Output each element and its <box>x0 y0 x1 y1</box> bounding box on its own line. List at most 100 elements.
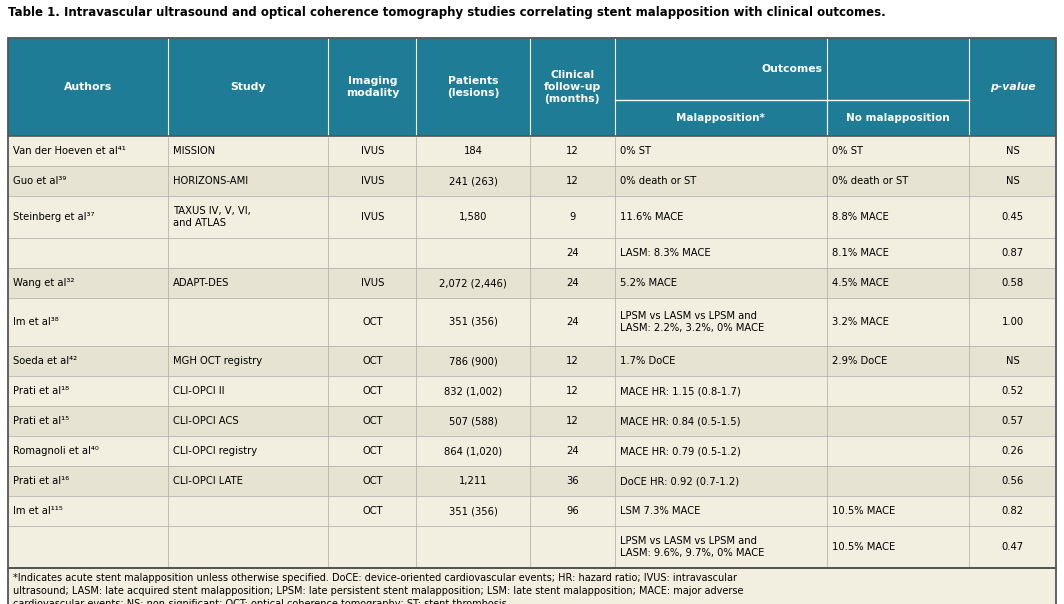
Bar <box>9 268 1055 298</box>
Text: 0% ST: 0% ST <box>619 146 651 156</box>
Text: Guo et al³⁹: Guo et al³⁹ <box>13 176 66 186</box>
Text: LSM 7.3% MACE: LSM 7.3% MACE <box>619 506 700 516</box>
Text: IVUS: IVUS <box>361 176 384 186</box>
Text: 0% ST: 0% ST <box>832 146 863 156</box>
Bar <box>9 406 1055 436</box>
Text: 0.45: 0.45 <box>1001 212 1024 222</box>
Text: Prati et al¹⁵: Prati et al¹⁵ <box>13 416 69 426</box>
Text: p-value: p-value <box>990 82 1035 92</box>
Text: OCT: OCT <box>362 416 383 426</box>
Text: MACE HR: 0.84 (0.5-1.5): MACE HR: 0.84 (0.5-1.5) <box>619 416 741 426</box>
Text: 12: 12 <box>566 386 579 396</box>
Text: CLI-OPCI ACS: CLI-OPCI ACS <box>173 416 238 426</box>
Text: NS: NS <box>1005 146 1019 156</box>
Text: TAXUS IV, V, VI,
and ATLAS: TAXUS IV, V, VI, and ATLAS <box>173 206 251 228</box>
Text: MISSION: MISSION <box>173 146 215 156</box>
Text: Authors: Authors <box>64 82 112 92</box>
Text: 3.2% MACE: 3.2% MACE <box>832 317 888 327</box>
Bar <box>9 436 1055 466</box>
Bar <box>9 526 1055 568</box>
Text: 0.56: 0.56 <box>1001 476 1024 486</box>
Text: 8.1% MACE: 8.1% MACE <box>832 248 888 258</box>
Text: Prati et al¹⁸: Prati et al¹⁸ <box>13 386 69 396</box>
Text: 11.6% MACE: 11.6% MACE <box>619 212 683 222</box>
Bar <box>9 238 1055 268</box>
Text: 24: 24 <box>566 317 579 327</box>
Text: ADAPT-DES: ADAPT-DES <box>173 278 230 288</box>
Text: LASM: 8.3% MACE: LASM: 8.3% MACE <box>619 248 711 258</box>
Text: Outcomes: Outcomes <box>762 64 822 74</box>
Text: Study: Study <box>231 82 266 92</box>
Text: 0.57: 0.57 <box>1001 416 1024 426</box>
Text: NS: NS <box>1005 356 1019 366</box>
Text: 1,211: 1,211 <box>459 476 487 486</box>
Text: HORIZONS-AMI: HORIZONS-AMI <box>173 176 248 186</box>
Text: 12: 12 <box>566 146 579 156</box>
Text: Wang et al³²: Wang et al³² <box>13 278 74 288</box>
Text: 1.00: 1.00 <box>1001 317 1024 327</box>
Text: 5.2% MACE: 5.2% MACE <box>619 278 677 288</box>
Bar <box>9 568 1055 604</box>
Bar <box>9 346 1055 376</box>
Text: 351 (356): 351 (356) <box>449 506 498 516</box>
Text: No malapposition: No malapposition <box>846 113 950 123</box>
Text: LPSM vs LASM vs LPSM and
LASM: 2.2%, 3.2%, 0% MACE: LPSM vs LASM vs LPSM and LASM: 2.2%, 3.2… <box>619 311 764 333</box>
Text: Im et al³⁸: Im et al³⁸ <box>13 317 59 327</box>
Text: 4.5% MACE: 4.5% MACE <box>832 278 888 288</box>
Text: 2,072 (2,446): 2,072 (2,446) <box>439 278 506 288</box>
Text: 96: 96 <box>566 506 579 516</box>
Text: 351 (356): 351 (356) <box>449 317 498 327</box>
Text: 0.87: 0.87 <box>1001 248 1024 258</box>
Bar <box>9 568 1055 604</box>
Text: OCT: OCT <box>362 446 383 456</box>
Bar <box>9 136 1055 166</box>
Text: 0.47: 0.47 <box>1001 542 1024 552</box>
Text: Romagnoli et al⁴⁰: Romagnoli et al⁴⁰ <box>13 446 99 456</box>
Text: 864 (1,020): 864 (1,020) <box>444 446 502 456</box>
Text: Imaging
modality: Imaging modality <box>346 76 399 98</box>
Text: 832 (1,002): 832 (1,002) <box>444 386 502 396</box>
Bar <box>9 166 1055 196</box>
Bar <box>9 38 1055 136</box>
Text: Malapposition*: Malapposition* <box>677 113 765 123</box>
Text: OCT: OCT <box>362 356 383 366</box>
Text: 12: 12 <box>566 416 579 426</box>
Text: Steinberg et al³⁷: Steinberg et al³⁷ <box>13 212 95 222</box>
Text: NS: NS <box>1005 176 1019 186</box>
Text: 9: 9 <box>569 212 576 222</box>
Text: DoCE HR: 0.92 (0.7-1.2): DoCE HR: 0.92 (0.7-1.2) <box>619 476 738 486</box>
Text: 1.7% DoCE: 1.7% DoCE <box>619 356 675 366</box>
Text: OCT: OCT <box>362 506 383 516</box>
Text: 786 (900): 786 (900) <box>449 356 498 366</box>
Text: 0.82: 0.82 <box>1001 506 1024 516</box>
Bar <box>9 466 1055 496</box>
Text: 24: 24 <box>566 446 579 456</box>
Text: MGH OCT registry: MGH OCT registry <box>173 356 263 366</box>
Text: MACE HR: 0.79 (0.5-1.2): MACE HR: 0.79 (0.5-1.2) <box>619 446 741 456</box>
Text: 0.26: 0.26 <box>1001 446 1024 456</box>
Text: 24: 24 <box>566 248 579 258</box>
Text: IVUS: IVUS <box>361 146 384 156</box>
Text: 0% death or ST: 0% death or ST <box>619 176 696 186</box>
Bar <box>9 496 1055 526</box>
Text: Soeda et al⁴²: Soeda et al⁴² <box>13 356 77 366</box>
Text: CLI-OPCI II: CLI-OPCI II <box>173 386 225 396</box>
Text: Van der Hoeven et al⁴¹: Van der Hoeven et al⁴¹ <box>13 146 126 156</box>
Text: 10.5% MACE: 10.5% MACE <box>832 542 895 552</box>
Text: Patients
(lesions): Patients (lesions) <box>447 76 499 98</box>
Text: 0.58: 0.58 <box>1001 278 1024 288</box>
Text: Clinical
follow-up
(months): Clinical follow-up (months) <box>544 71 601 104</box>
Text: 241 (263): 241 (263) <box>449 176 498 186</box>
Text: *Indicates acute stent malapposition unless otherwise specified. DoCE: device-or: *Indicates acute stent malapposition unl… <box>13 573 744 604</box>
Text: OCT: OCT <box>362 317 383 327</box>
Text: 36: 36 <box>566 476 579 486</box>
Text: Table 1. Intravascular ultrasound and optical coherence tomography studies corre: Table 1. Intravascular ultrasound and op… <box>9 6 885 19</box>
Text: MACE HR: 1.15 (0.8-1.7): MACE HR: 1.15 (0.8-1.7) <box>619 386 741 396</box>
Text: 0.52: 0.52 <box>1001 386 1024 396</box>
Text: 184: 184 <box>464 146 483 156</box>
Text: 24: 24 <box>566 278 579 288</box>
Text: OCT: OCT <box>362 386 383 396</box>
Text: 12: 12 <box>566 176 579 186</box>
Text: IVUS: IVUS <box>361 278 384 288</box>
Text: CLI-OPCI registry: CLI-OPCI registry <box>173 446 257 456</box>
